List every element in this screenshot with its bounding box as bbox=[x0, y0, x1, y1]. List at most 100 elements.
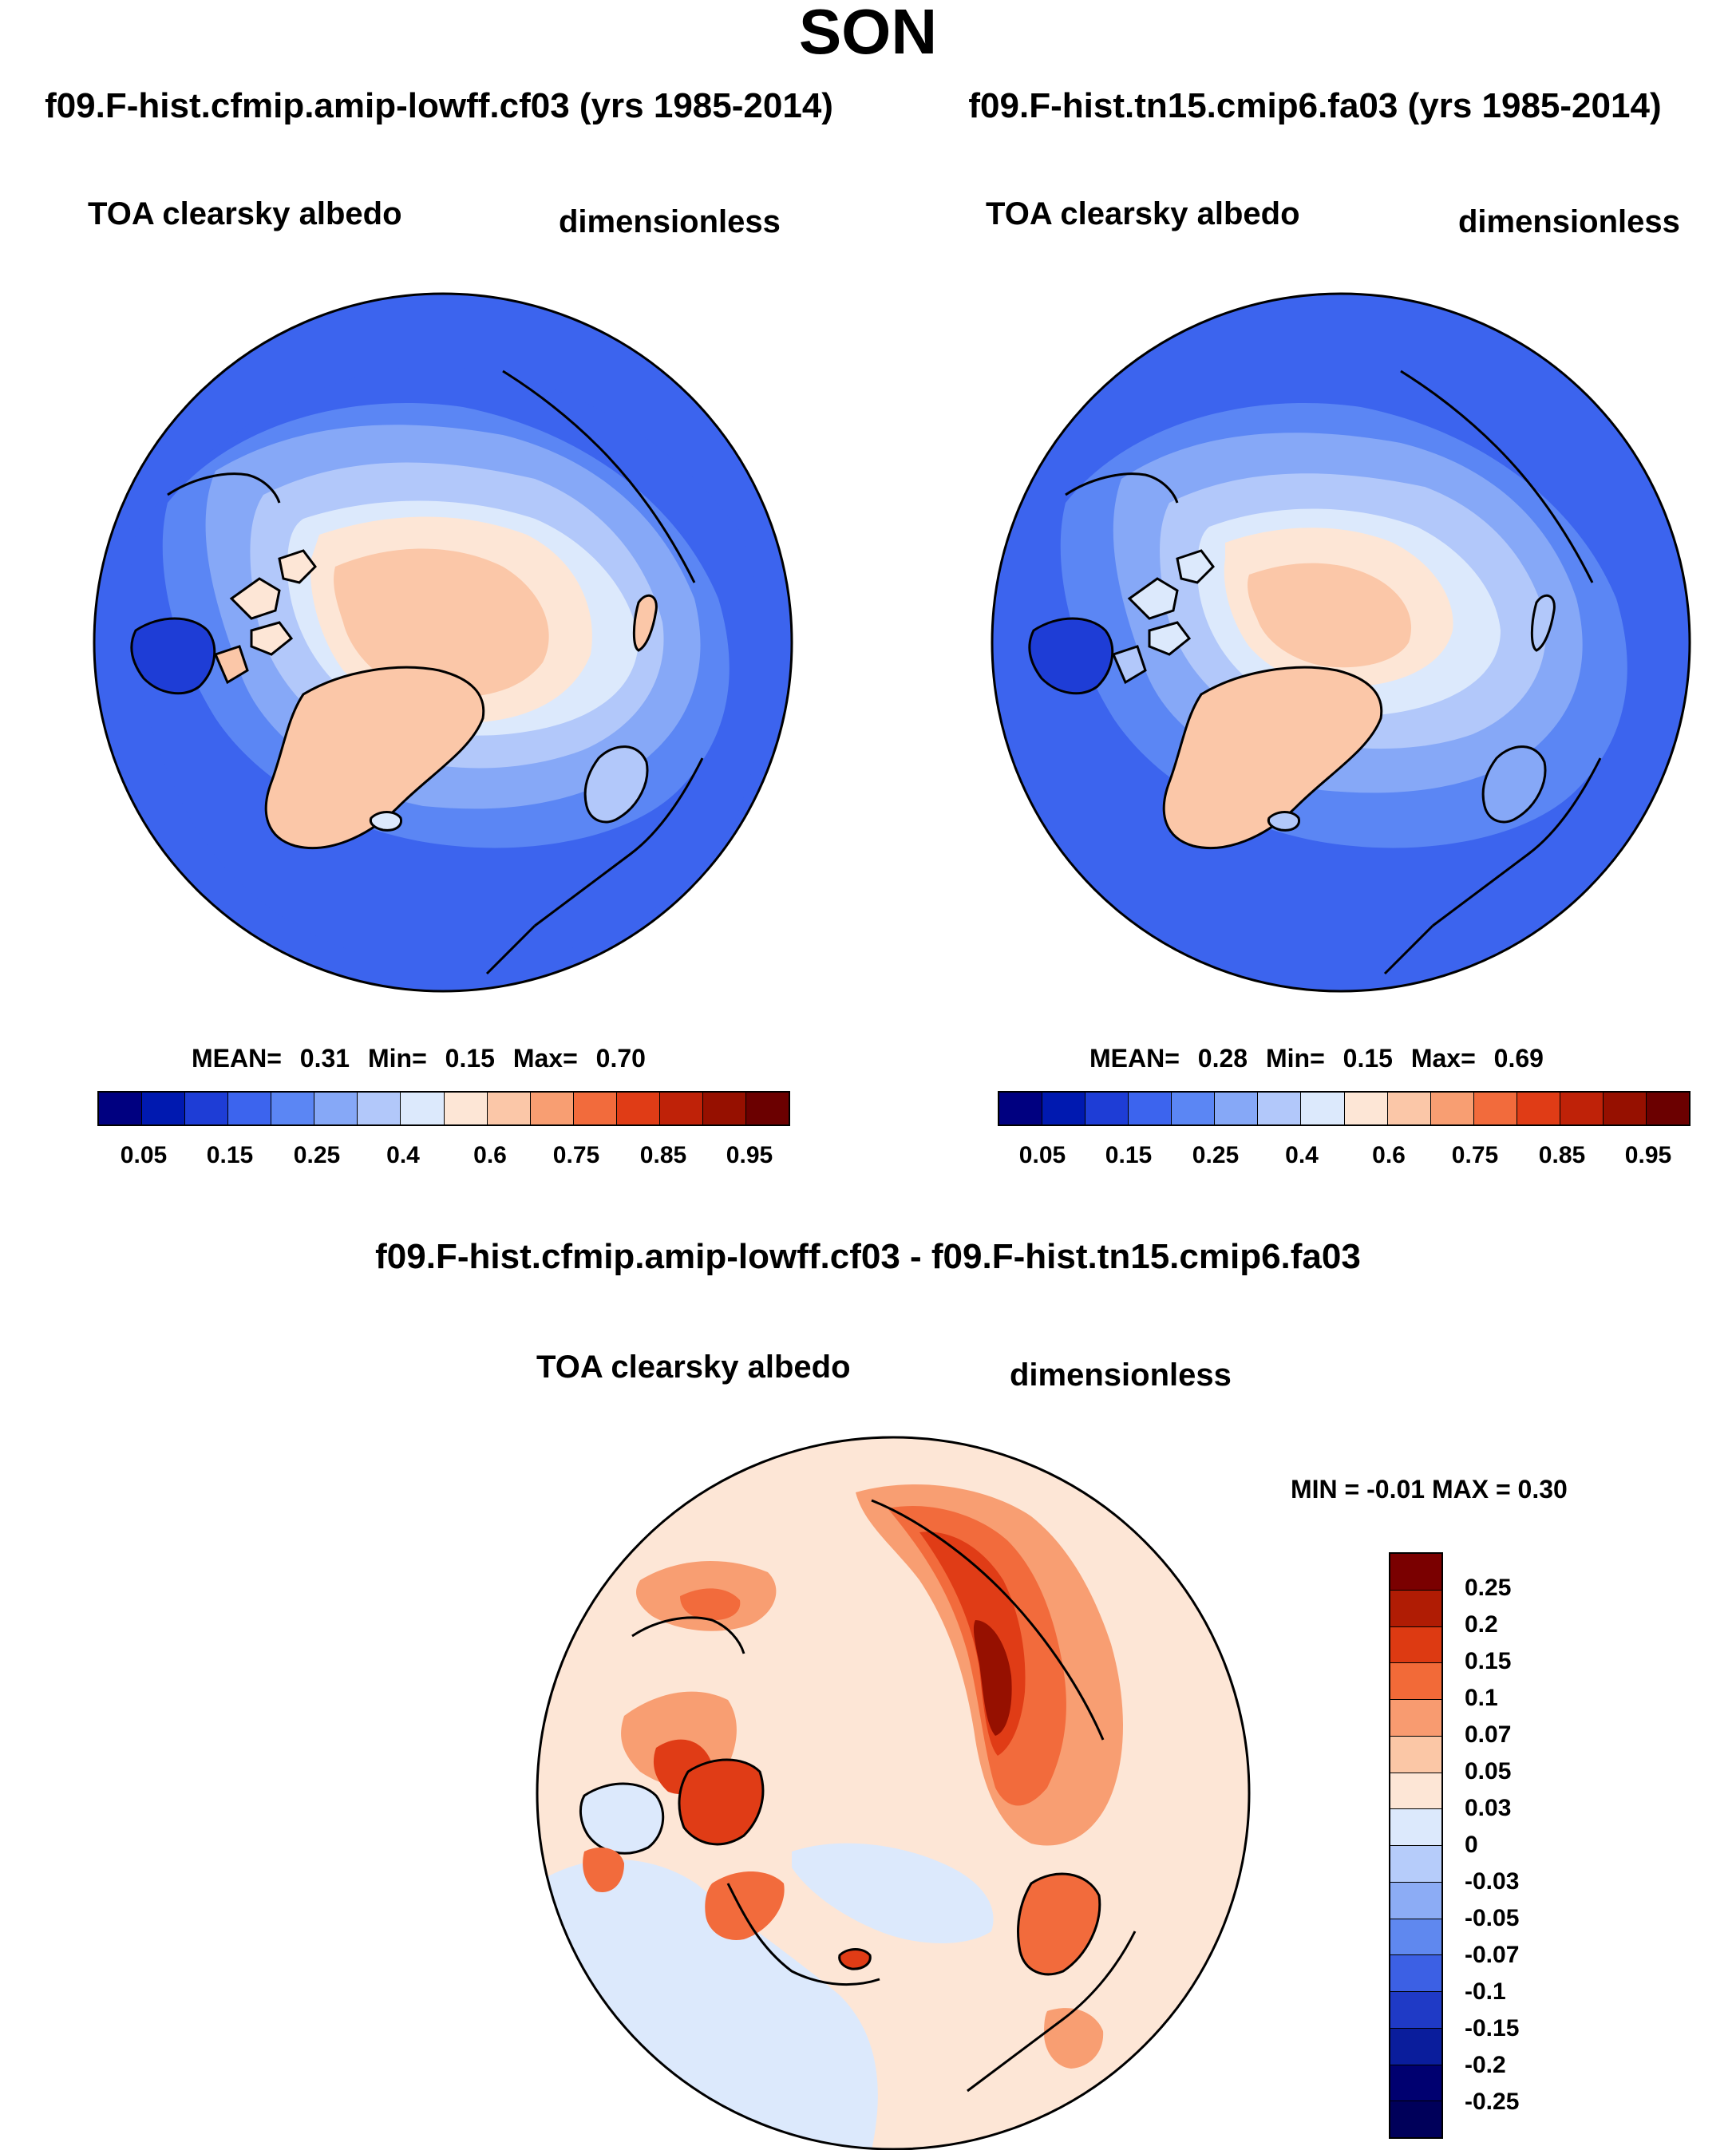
difference-colorbar-tick: -0.03 bbox=[1465, 1868, 1520, 1895]
colorbar-swatch bbox=[1390, 2028, 1441, 2065]
panel-1-colorbar-tick: 0.6 bbox=[473, 1142, 507, 1168]
colorbar-swatch bbox=[1390, 1992, 1441, 2029]
difference-colorbar bbox=[1389, 1552, 1443, 2139]
colorbar-swatch bbox=[659, 1093, 703, 1124]
colorbar-swatch bbox=[185, 1093, 229, 1124]
panel-2-max-value: 0.69 bbox=[1493, 1044, 1544, 1073]
panel-2-min-label: Min= bbox=[1265, 1044, 1325, 1073]
colorbar-swatch bbox=[1390, 1626, 1441, 1664]
panel-1-units: dimensionless bbox=[559, 204, 781, 239]
colorbar-swatch bbox=[1129, 1093, 1172, 1124]
panel-2-title: f09.F-hist.tn15.cmip6.fa03 (yrs 1985-201… bbox=[968, 86, 1662, 125]
colorbar-swatch bbox=[1387, 1093, 1431, 1124]
panel-2-colorbar-tick: 0.15 bbox=[1105, 1142, 1153, 1168]
colorbar-swatch bbox=[271, 1093, 315, 1124]
colorbar-swatch bbox=[1172, 1093, 1216, 1124]
difference-units: dimensionless bbox=[1010, 1358, 1232, 1393]
colorbar-swatch bbox=[745, 1093, 789, 1124]
panel-2-colorbar-tick: 0.4 bbox=[1285, 1142, 1319, 1168]
panel-1-variable: TOA clearsky albedo bbox=[88, 196, 402, 231]
panel-1-mean-value: 0.31 bbox=[299, 1044, 350, 1073]
difference-colorbar-tick: 0.1 bbox=[1465, 1685, 1498, 1711]
colorbar-swatch bbox=[1646, 1093, 1689, 1124]
colorbar-swatch bbox=[616, 1093, 660, 1124]
page-title: SON bbox=[798, 0, 938, 67]
colorbar-swatch bbox=[1344, 1093, 1388, 1124]
colorbar-swatch bbox=[1390, 1736, 1441, 1773]
difference-stats: MIN = -0.01 MAX = 0.30 bbox=[1291, 1475, 1568, 1504]
difference-variable: TOA clearsky albedo bbox=[536, 1350, 851, 1385]
difference-polar-map bbox=[536, 1436, 1251, 2150]
colorbar-swatch bbox=[1390, 1955, 1441, 1992]
difference-colorbar-tick: 0.25 bbox=[1465, 1575, 1512, 1601]
panel-2-colorbar-tick: 0.05 bbox=[1018, 1142, 1066, 1168]
panel-1-colorbar-tick: 0.05 bbox=[120, 1142, 168, 1168]
panel-1-colorbar-tick: 0.4 bbox=[386, 1142, 420, 1168]
panel-2-colorbar-tick: 0.85 bbox=[1538, 1142, 1586, 1168]
colorbar-swatch bbox=[1085, 1093, 1129, 1124]
difference-colorbar-tick: 0 bbox=[1465, 1832, 1478, 1858]
panel-1-polar-map bbox=[93, 292, 793, 993]
colorbar-swatch bbox=[1390, 1773, 1441, 1810]
difference-colorbar-tick: -0.05 bbox=[1465, 1905, 1520, 1931]
colorbar-swatch bbox=[1430, 1093, 1474, 1124]
panel-1-colorbar-tick: 0.95 bbox=[726, 1142, 773, 1168]
panel-2-colorbar bbox=[998, 1091, 1691, 1126]
colorbar-swatch bbox=[99, 1093, 143, 1124]
panel-2-mean-label: MEAN= bbox=[1089, 1044, 1180, 1073]
panel-1-mean-label: MEAN= bbox=[192, 1044, 282, 1073]
colorbar-swatch bbox=[1473, 1093, 1517, 1124]
colorbar-swatch bbox=[142, 1093, 186, 1124]
panel-1-colorbar-tick: 0.15 bbox=[206, 1142, 254, 1168]
panel-1-min-label: Min= bbox=[367, 1044, 427, 1073]
colorbar-swatch bbox=[530, 1093, 574, 1124]
panel-2-stats: MEAN= 0.28 Min= 0.15 Max= 0.69 bbox=[1089, 1044, 1544, 1073]
panel-2-colorbar-tick: 0.75 bbox=[1451, 1142, 1499, 1168]
panel-1-colorbar-tick: 0.85 bbox=[639, 1142, 687, 1168]
colorbar-swatch bbox=[1390, 1700, 1441, 1737]
panel-2-variable: TOA clearsky albedo bbox=[986, 196, 1300, 231]
panel-1-colorbar-tick: 0.25 bbox=[293, 1142, 341, 1168]
colorbar-swatch bbox=[1560, 1093, 1604, 1124]
difference-title: f09.F-hist.cfmip.amip-lowff.cf03 - f09.F… bbox=[375, 1237, 1361, 1276]
panel-1-max-label: Max= bbox=[512, 1044, 578, 1073]
panel-1-stats: MEAN= 0.31 Min= 0.15 Max= 0.70 bbox=[192, 1044, 646, 1073]
panel-1-max-value: 0.70 bbox=[595, 1044, 646, 1073]
difference-colorbar-tick: 0.07 bbox=[1465, 1721, 1512, 1748]
colorbar-swatch bbox=[444, 1093, 488, 1124]
difference-colorbar-tick: 0.15 bbox=[1465, 1648, 1512, 1674]
difference-colorbar-tick: 0.2 bbox=[1465, 1611, 1498, 1638]
panel-1-colorbar bbox=[97, 1091, 790, 1126]
colorbar-swatch bbox=[1517, 1093, 1560, 1124]
panel-2-max-label: Max= bbox=[1410, 1044, 1476, 1073]
colorbar-swatch bbox=[487, 1093, 531, 1124]
difference-colorbar-tick: -0.15 bbox=[1465, 2015, 1520, 2041]
difference-colorbar-tick: -0.1 bbox=[1465, 1978, 1506, 2005]
difference-colorbar-tick: 0.05 bbox=[1465, 1758, 1512, 1784]
colorbar-swatch bbox=[314, 1093, 358, 1124]
panel-1-colorbar-tick: 0.75 bbox=[552, 1142, 600, 1168]
panel-2-mean-value: 0.28 bbox=[1197, 1044, 1248, 1073]
colorbar-swatch bbox=[1390, 1554, 1441, 1591]
colorbar-swatch bbox=[1390, 1663, 1441, 1700]
colorbar-swatch bbox=[1258, 1093, 1302, 1124]
difference-colorbar-tick: -0.2 bbox=[1465, 2052, 1506, 2078]
colorbar-swatch bbox=[1390, 1919, 1441, 1956]
colorbar-swatch bbox=[1390, 1882, 1441, 1919]
colorbar-swatch bbox=[1390, 1809, 1441, 1846]
colorbar-swatch bbox=[1390, 1846, 1441, 1883]
panel-2-colorbar-tick: 0.6 bbox=[1372, 1142, 1406, 1168]
panel-1-title: f09.F-hist.cfmip.amip-lowff.cf03 (yrs 19… bbox=[45, 86, 833, 125]
colorbar-swatch bbox=[358, 1093, 401, 1124]
colorbar-swatch bbox=[228, 1093, 272, 1124]
panel-2-units: dimensionless bbox=[1458, 204, 1680, 239]
colorbar-swatch bbox=[999, 1093, 1043, 1124]
colorbar-swatch bbox=[1390, 2101, 1441, 2137]
panel-2-min-value: 0.15 bbox=[1343, 1044, 1393, 1073]
colorbar-swatch bbox=[1042, 1093, 1086, 1124]
panel-2-polar-map bbox=[991, 292, 1691, 993]
difference-colorbar-tick: -0.25 bbox=[1465, 2089, 1520, 2115]
difference-colorbar-tick: -0.07 bbox=[1465, 1942, 1520, 1968]
colorbar-swatch bbox=[1603, 1093, 1647, 1124]
difference-colorbar-tick: 0.03 bbox=[1465, 1795, 1512, 1821]
